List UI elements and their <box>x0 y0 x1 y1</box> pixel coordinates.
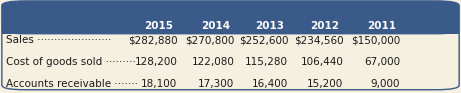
Text: 2012: 2012 <box>311 21 339 31</box>
Text: 15,200: 15,200 <box>307 79 343 89</box>
Text: 2014: 2014 <box>201 21 230 31</box>
Text: 9,000: 9,000 <box>371 79 400 89</box>
Text: 17,300: 17,300 <box>198 79 234 89</box>
Text: 18,100: 18,100 <box>141 79 177 89</box>
Text: 2013: 2013 <box>255 21 284 31</box>
Text: $282,880: $282,880 <box>128 35 177 45</box>
Text: 2015: 2015 <box>145 21 173 31</box>
Text: 106,440: 106,440 <box>301 57 343 67</box>
Text: Sales ······················: Sales ······················ <box>6 35 111 45</box>
Text: 67,000: 67,000 <box>364 57 400 67</box>
Text: 115,280: 115,280 <box>245 57 288 67</box>
FancyBboxPatch shape <box>2 29 459 34</box>
Text: $252,600: $252,600 <box>239 35 288 45</box>
Text: 122,080: 122,080 <box>191 57 234 67</box>
Text: $234,560: $234,560 <box>294 35 343 45</box>
Text: 16,400: 16,400 <box>252 79 288 89</box>
Text: 2011: 2011 <box>367 21 396 31</box>
Text: $270,800: $270,800 <box>185 35 234 45</box>
Text: $150,000: $150,000 <box>351 35 400 45</box>
FancyBboxPatch shape <box>2 1 459 34</box>
Text: Accounts receivable ·······: Accounts receivable ······· <box>6 79 137 89</box>
FancyBboxPatch shape <box>2 1 459 90</box>
Text: 128,200: 128,200 <box>135 57 177 67</box>
Text: Cost of goods sold ·········: Cost of goods sold ········· <box>6 57 136 67</box>
